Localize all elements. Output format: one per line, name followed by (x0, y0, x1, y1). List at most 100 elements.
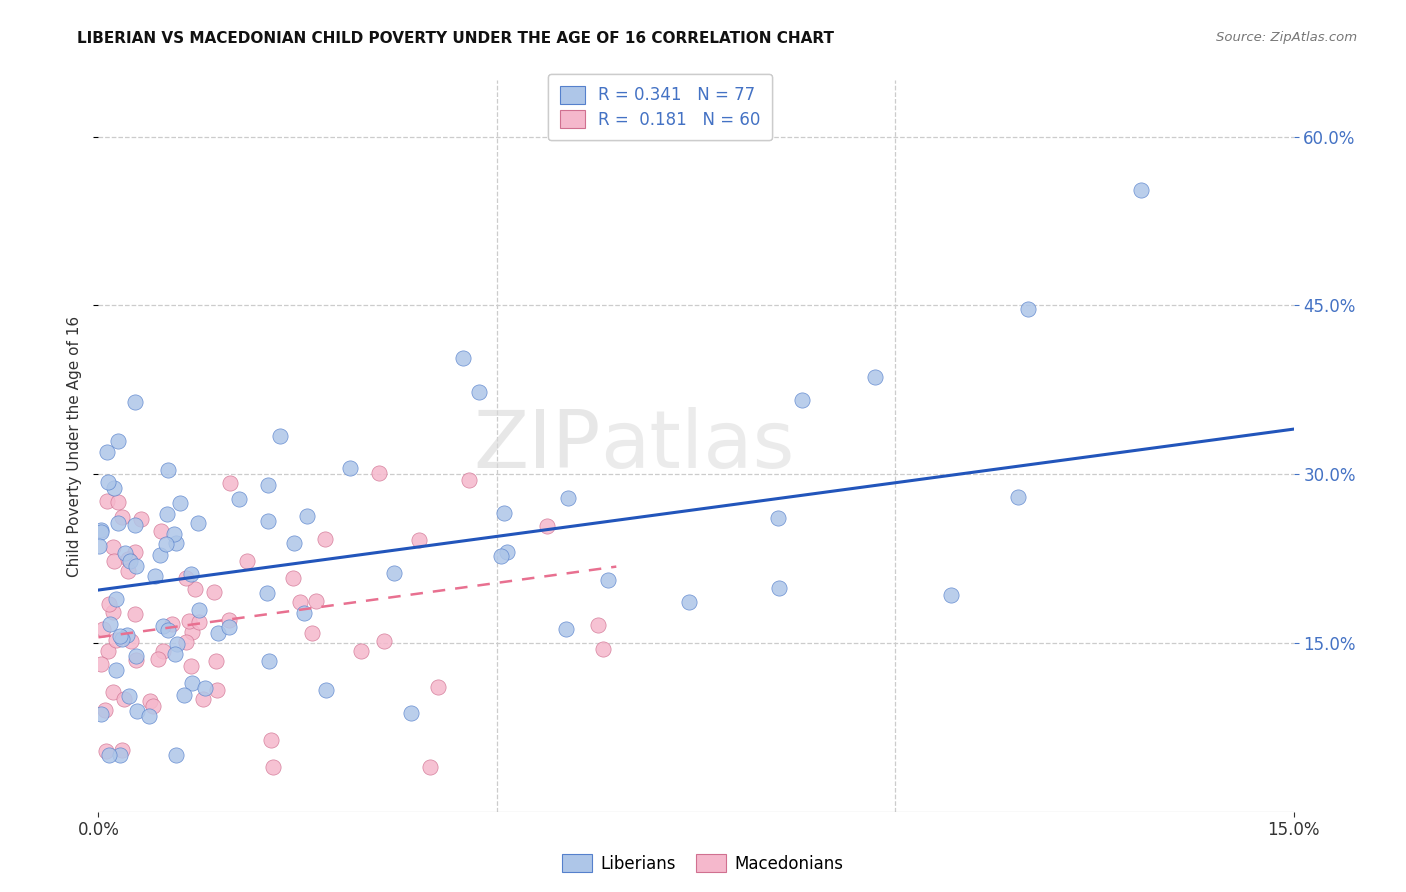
Point (1017, 301, 1039, 316)
Point (180, 659, 202, 673)
Point (103, 606, 125, 620)
Point (187, 615, 209, 629)
Point (97, 644, 120, 658)
Point (202, 584, 225, 599)
Point (283, 535, 305, 549)
Point (101, 540, 124, 554)
Point (115, 628, 138, 642)
Point (98, 617, 121, 632)
Point (169, 496, 191, 510)
Point (177, 614, 200, 628)
Point (90, 523, 112, 537)
Point (193, 692, 215, 706)
Point (236, 554, 259, 568)
Point (557, 491, 579, 506)
Point (295, 509, 318, 524)
Point (865, 370, 887, 384)
Point (173, 688, 195, 702)
Point (156, 463, 179, 477)
Point (458, 473, 481, 487)
Point (292, 606, 315, 620)
Point (301, 625, 323, 640)
Point (163, 647, 186, 661)
Point (492, 506, 515, 520)
Point (373, 633, 395, 648)
Point (90, 706, 112, 721)
Point (152, 618, 174, 632)
Point (165, 748, 187, 763)
Point (256, 585, 278, 599)
Point (94, 703, 117, 717)
Point (143, 569, 166, 583)
Point (401, 706, 423, 721)
Point (96, 444, 118, 458)
Point (107, 516, 129, 530)
Point (152, 644, 174, 658)
Text: LIBERIAN VS MACEDONIAN CHILD POVERTY UNDER THE AGE OF 16 CORRELATION CHART: LIBERIAN VS MACEDONIAN CHILD POVERTY UND… (77, 31, 834, 46)
Point (350, 643, 373, 657)
Point (155, 537, 177, 551)
Point (96, 493, 118, 508)
Text: Source: ZipAtlas.com: Source: ZipAtlas.com (1216, 31, 1357, 45)
Point (107, 495, 129, 509)
Point (111, 509, 134, 524)
Point (98, 597, 121, 611)
Point (94, 744, 117, 758)
Point (146, 652, 169, 666)
Point (489, 549, 512, 564)
Point (288, 595, 311, 609)
Point (156, 624, 179, 638)
Point (120, 634, 142, 648)
Point (139, 693, 162, 707)
Point (1129, 183, 1152, 197)
Legend: Liberians, Macedonians: Liberians, Macedonians (555, 847, 851, 880)
Point (304, 593, 326, 607)
Point (89, 540, 111, 554)
Point (260, 733, 283, 747)
Point (110, 629, 132, 643)
Point (766, 510, 789, 524)
Point (105, 591, 128, 606)
Point (156, 507, 179, 521)
Point (256, 477, 278, 491)
Point (188, 603, 211, 617)
Point (104, 663, 127, 677)
Point (218, 614, 240, 628)
Point (150, 524, 173, 538)
Point (165, 536, 187, 550)
Point (219, 476, 242, 491)
Point (166, 636, 188, 650)
Point (114, 545, 136, 559)
Point (174, 634, 197, 648)
Point (1007, 490, 1029, 504)
Point (180, 624, 202, 639)
Point (678, 595, 700, 609)
Point (205, 683, 228, 698)
Point (283, 571, 305, 585)
Point (163, 526, 186, 541)
Point (90, 657, 112, 672)
Point (187, 516, 209, 530)
Point (118, 690, 141, 704)
Point (98, 748, 121, 763)
Point (101, 684, 124, 698)
Point (180, 676, 202, 690)
Point (142, 698, 165, 713)
Point (451, 351, 474, 366)
Point (124, 648, 146, 663)
Point (194, 681, 217, 696)
Point (939, 588, 962, 602)
Point (339, 460, 361, 475)
Point (792, 393, 814, 408)
Point (138, 709, 160, 723)
Point (592, 642, 614, 657)
Point (536, 518, 558, 533)
Point (426, 680, 449, 694)
Point (91, 623, 114, 637)
Point (124, 545, 146, 559)
Point (768, 581, 790, 595)
Point (103, 553, 125, 567)
Legend: R = 0.341   N = 77, R =  0.181   N = 60: R = 0.341 N = 77, R = 0.181 N = 60 (548, 74, 772, 140)
Point (218, 619, 240, 633)
Point (269, 429, 291, 443)
